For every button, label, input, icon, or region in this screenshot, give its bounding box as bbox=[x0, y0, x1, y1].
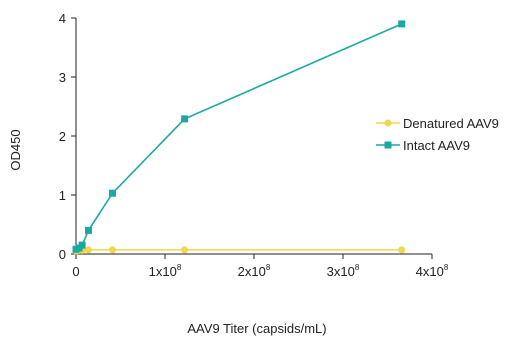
legend-item: Denatured AAV9 bbox=[376, 116, 499, 131]
data-point bbox=[181, 246, 189, 254]
y-tick-label: 3 bbox=[59, 70, 66, 85]
data-point bbox=[108, 189, 116, 197]
legend: Denatured AAV9 Intact AAV9 bbox=[376, 116, 499, 153]
y-axis-ticks: 0 1 2 3 4 bbox=[59, 11, 76, 262]
y-tick-label: 1 bbox=[59, 188, 66, 203]
series-line bbox=[75, 249, 402, 252]
legend-label: Intact AAV9 bbox=[403, 138, 470, 153]
series-line bbox=[75, 23, 403, 251]
data-point bbox=[108, 246, 116, 254]
data-point bbox=[398, 20, 406, 28]
y-tick-label: 2 bbox=[59, 129, 66, 144]
data-point bbox=[78, 241, 86, 249]
data-point bbox=[181, 115, 189, 123]
x-axis-ticks: 0 1x108 2x108 3x108 4x108 bbox=[72, 254, 449, 279]
y-tick-label: 0 bbox=[59, 247, 66, 262]
legend-marker bbox=[384, 141, 392, 149]
legend-label: Denatured AAV9 bbox=[403, 116, 499, 131]
data-point bbox=[84, 246, 92, 254]
x-tick-label: 4x108 bbox=[416, 263, 449, 279]
x-axis-title: AAV9 Titer (capsids/mL) bbox=[187, 321, 326, 336]
legend-marker bbox=[384, 119, 392, 127]
series-1 bbox=[72, 246, 406, 255]
axes bbox=[75, 18, 432, 255]
series-layer bbox=[72, 20, 406, 255]
legend-item: Intact AAV9 bbox=[376, 138, 470, 153]
y-axis-title: OD450 bbox=[8, 129, 23, 170]
y-tick-label: 4 bbox=[59, 11, 66, 26]
series-2 bbox=[72, 20, 406, 253]
x-tick-label: 1x108 bbox=[149, 263, 182, 279]
x-tick-label: 0 bbox=[72, 264, 79, 279]
data-point bbox=[398, 246, 406, 254]
data-point bbox=[84, 226, 92, 234]
x-tick-label: 2x108 bbox=[238, 263, 271, 279]
x-tick-label: 3x108 bbox=[327, 263, 360, 279]
